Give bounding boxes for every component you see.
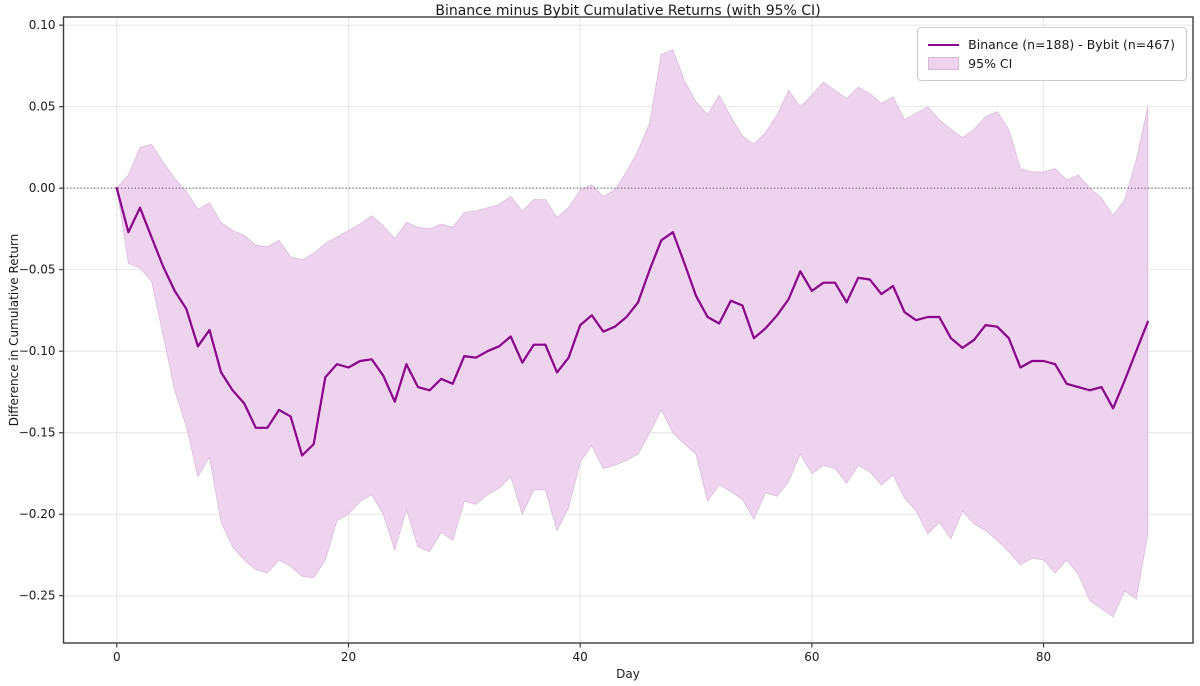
chart-title: Binance minus Bybit Cumulative Returns (… bbox=[435, 3, 821, 19]
y-tick-label: −0.10 bbox=[19, 344, 56, 358]
ci-band bbox=[116, 49, 1149, 618]
x-tick-label: 60 bbox=[804, 650, 819, 664]
x-tick-label: 20 bbox=[341, 650, 356, 664]
legend-item-series: Binance (n=188) - Bybit (n=467) bbox=[928, 35, 1175, 54]
y-tick-label: 0.10 bbox=[29, 18, 56, 32]
legend-item-ci: 95% CI bbox=[928, 54, 1175, 73]
y-tick-label: −0.05 bbox=[19, 263, 56, 277]
mean-difference-line bbox=[115, 187, 1149, 457]
legend-patch-swatch-icon bbox=[928, 57, 960, 70]
legend-series-label: Binance (n=188) - Bybit (n=467) bbox=[968, 37, 1175, 52]
y-tick-label: 0.00 bbox=[29, 181, 56, 195]
y-tick-label: −0.20 bbox=[19, 507, 56, 521]
y-tick-label: −0.25 bbox=[19, 589, 56, 603]
x-tick-label: 40 bbox=[573, 650, 588, 664]
y-tick-label: 0.05 bbox=[29, 100, 56, 114]
x-axis-label: Day bbox=[616, 667, 640, 681]
y-axis-label: Difference in Cumulative Return bbox=[7, 233, 21, 427]
legend-line-swatch-icon bbox=[928, 43, 960, 46]
legend: Binance (n=188) - Bybit (n=467) 95% CI bbox=[917, 27, 1187, 81]
y-tick-label: −0.15 bbox=[19, 426, 56, 440]
x-tick-label: 0 bbox=[113, 650, 121, 664]
legend-ci-label: 95% CI bbox=[968, 56, 1013, 71]
plot-border bbox=[62, 16, 1194, 644]
x-tick-label: 80 bbox=[1036, 650, 1051, 664]
